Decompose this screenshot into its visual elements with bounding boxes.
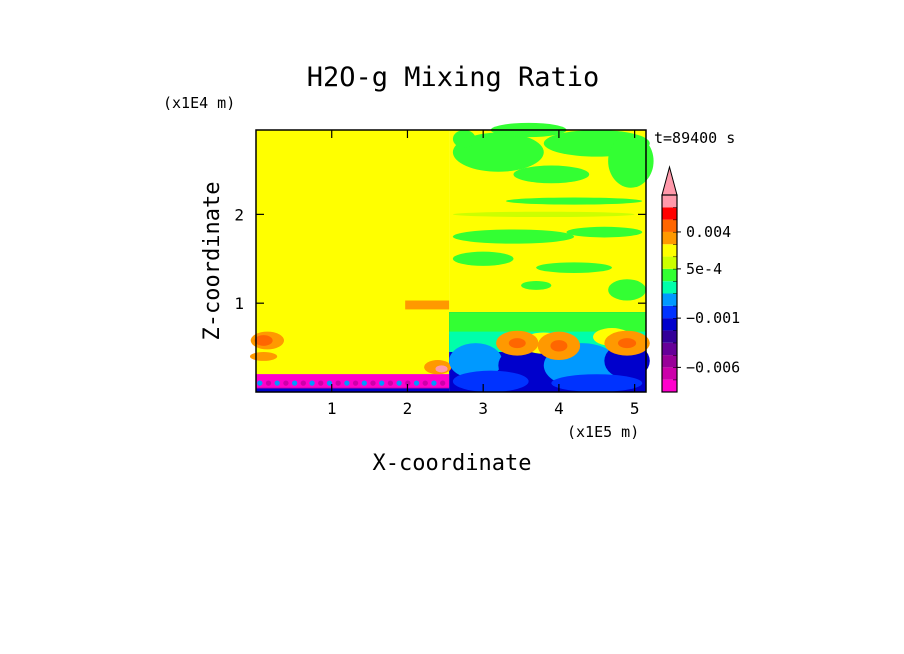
turbulent-cell (452, 370, 529, 392)
surface-speckle (352, 380, 359, 386)
colorbar-segment (662, 342, 677, 356)
surface-speckle (440, 380, 446, 386)
colorbar-segment (662, 367, 677, 380)
surface-speckle (335, 380, 341, 386)
colorbar-frame (661, 194, 678, 393)
right-edge-core (435, 365, 448, 373)
y-tick-label: 2 (234, 205, 244, 224)
surface-speckle (274, 380, 280, 386)
x-tick-label: 5 (630, 399, 640, 418)
y-unit-label: (x1E4 m) (163, 94, 235, 112)
convective-plume-core (617, 338, 637, 349)
upper-humid-streak (452, 132, 544, 172)
colorbar-label: −0.006 (686, 358, 740, 376)
turbulent-cell (449, 343, 503, 379)
upper-humid-streak (608, 279, 646, 301)
left-lower-plume (249, 352, 278, 361)
colorbar-segment (662, 244, 677, 257)
colorbar-label: −0.001 (686, 309, 740, 327)
x-axis: 1 2 3 4 5 (327, 130, 640, 418)
colorbar-segment (662, 195, 677, 208)
colorbar-segment (662, 330, 677, 343)
surface-speckle (431, 380, 437, 386)
x-axis-label: X-coordinate (373, 451, 532, 476)
upper-humid-streak (505, 197, 643, 205)
upper-humid-streak (536, 262, 612, 273)
upper-humid-streak (452, 211, 635, 218)
colorbar-segment (662, 355, 677, 368)
mixing-ratio-field (249, 122, 654, 393)
x-tick-label: 1 (327, 399, 337, 418)
colorbar-extension-arrow (661, 165, 678, 196)
surface-speckle (413, 380, 420, 386)
time-label: t=89400 s (654, 129, 735, 147)
boundary-layer-top (449, 312, 646, 335)
chart-title: H2O-g Mixing Ratio (307, 62, 600, 93)
colorbar-segment (662, 231, 677, 245)
surface-speckle (265, 380, 272, 386)
elevated-moist-strip (405, 300, 450, 310)
colorbar-segment (662, 305, 677, 319)
colorbar-segment (662, 293, 677, 306)
colorbar-segment (662, 207, 677, 220)
convective-plume-core (550, 340, 568, 352)
y-axis-label: Z-coordinate (200, 182, 225, 341)
surface-speckle (291, 380, 298, 386)
upper-humid-streak (566, 226, 643, 238)
y-axis: 12 (234, 205, 646, 313)
turbulent-cell (551, 374, 643, 393)
left-moist-core (254, 335, 273, 346)
surface-bottom (256, 388, 450, 392)
colorbar-segment (662, 379, 677, 392)
upper-humid-streak (608, 134, 654, 188)
upper-humid-streak (513, 165, 590, 184)
surface-speckle (396, 380, 402, 386)
surface-speckle (370, 380, 376, 386)
surface-speckle (387, 380, 394, 386)
surface-speckle (309, 380, 315, 386)
x-tick-label: 3 (478, 399, 488, 418)
surface-speckle (379, 380, 385, 386)
surface-speckle (283, 380, 289, 386)
surface-speckle (257, 380, 263, 386)
x-tick-label: 2 (403, 399, 413, 418)
region-background-left (256, 130, 450, 375)
x-unit-label: (x1E5 m) (567, 423, 639, 441)
surface-speckle (326, 380, 333, 386)
colorbar-segment (662, 281, 677, 294)
surface-speckle (344, 380, 350, 386)
surface-speckle (318, 380, 324, 386)
surface-speckle (361, 380, 367, 386)
upper-humid-streak (452, 229, 575, 244)
y-tick-label: 1 (234, 294, 244, 313)
colorbar-segment (662, 268, 677, 282)
colorbar-segment (662, 318, 677, 331)
colorbar-label: 5e-4 (686, 260, 722, 278)
colorbar-segment (662, 219, 677, 232)
upper-humid-streak (452, 251, 514, 266)
surface-speckle (405, 380, 411, 386)
surface-speckle (300, 380, 306, 386)
colorbar-segment (662, 256, 677, 269)
colorbar: 0.004 5e-4 −0.001 −0.006 (661, 165, 740, 393)
upper-humid-streak (521, 280, 552, 290)
upper-humid-streak (452, 130, 476, 148)
x-tick-label: 4 (554, 399, 564, 418)
convective-plume-core (508, 338, 526, 349)
plot-frame (255, 129, 647, 393)
colorbar-label: 0.004 (686, 223, 731, 241)
surface-speckle (422, 380, 428, 386)
